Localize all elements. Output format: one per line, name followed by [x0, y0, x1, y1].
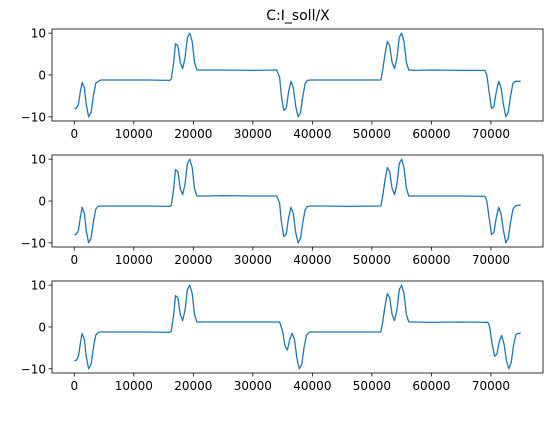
y-tick-label: 10 [31, 153, 46, 167]
x-tick-label: 50000 [353, 127, 391, 141]
subplot-1: 0 10000 20000 30000 40000 50000 60000 70000 −10 0… [21, 27, 544, 141]
series-line-1 [74, 32, 521, 118]
y-tick-label: −10 [21, 110, 46, 124]
x-tick-label: 60000 [412, 127, 450, 141]
x-tick-label: 30000 [234, 379, 272, 393]
x-tick-label: 40000 [293, 127, 331, 141]
x-tick-label: 0 [70, 379, 78, 393]
y-tick-label: −10 [21, 362, 46, 376]
x-tick-label: 70000 [472, 127, 510, 141]
y-tick-label: −10 [21, 236, 46, 250]
x-tick-label: 10000 [115, 379, 153, 393]
x-tick-label: 60000 [412, 379, 450, 393]
y-tick-label: 0 [38, 321, 46, 335]
x-tick-label: 30000 [234, 127, 272, 141]
x-tick-label: 20000 [174, 127, 212, 141]
x-tick-label: 40000 [293, 253, 331, 267]
x-tick-label: 10000 [115, 253, 153, 267]
x-tick-label: 0 [70, 127, 78, 141]
y-tick-label: 10 [31, 27, 46, 41]
y-tick-label: 0 [38, 195, 46, 209]
figure-title: C:I_soll/X [266, 8, 330, 24]
subplot-2: 0 10000 20000 30000 40000 50000 60000 70000 −10 0… [21, 153, 544, 267]
x-tick-label: 40000 [293, 379, 331, 393]
plot-frame-2 [51, 154, 544, 248]
x-tick-label: 20000 [174, 253, 212, 267]
x-tick-label: 20000 [174, 379, 212, 393]
x-tick-label: 70000 [472, 253, 510, 267]
x-tick-label: 70000 [472, 379, 510, 393]
y-tick-label: 10 [31, 279, 46, 293]
x-tick-label: 10000 [115, 127, 153, 141]
subplot-3: 0 10000 20000 30000 40000 50000 60000 70000 −10 0… [21, 279, 544, 393]
subplots: 0 10000 20000 30000 40000 50000 60000 70000−100… [21, 27, 544, 393]
series-line-3 [74, 284, 521, 370]
x-tick-label: 50000 [353, 253, 391, 267]
series-line-2 [74, 158, 521, 244]
x-tick-label: 30000 [234, 253, 272, 267]
x-tick-label: 60000 [412, 253, 450, 267]
x-tick-label: 50000 [353, 379, 391, 393]
x-tick-label: 0 [70, 253, 78, 267]
plot-frame-1 [51, 28, 544, 122]
y-tick-label: 0 [38, 69, 46, 83]
